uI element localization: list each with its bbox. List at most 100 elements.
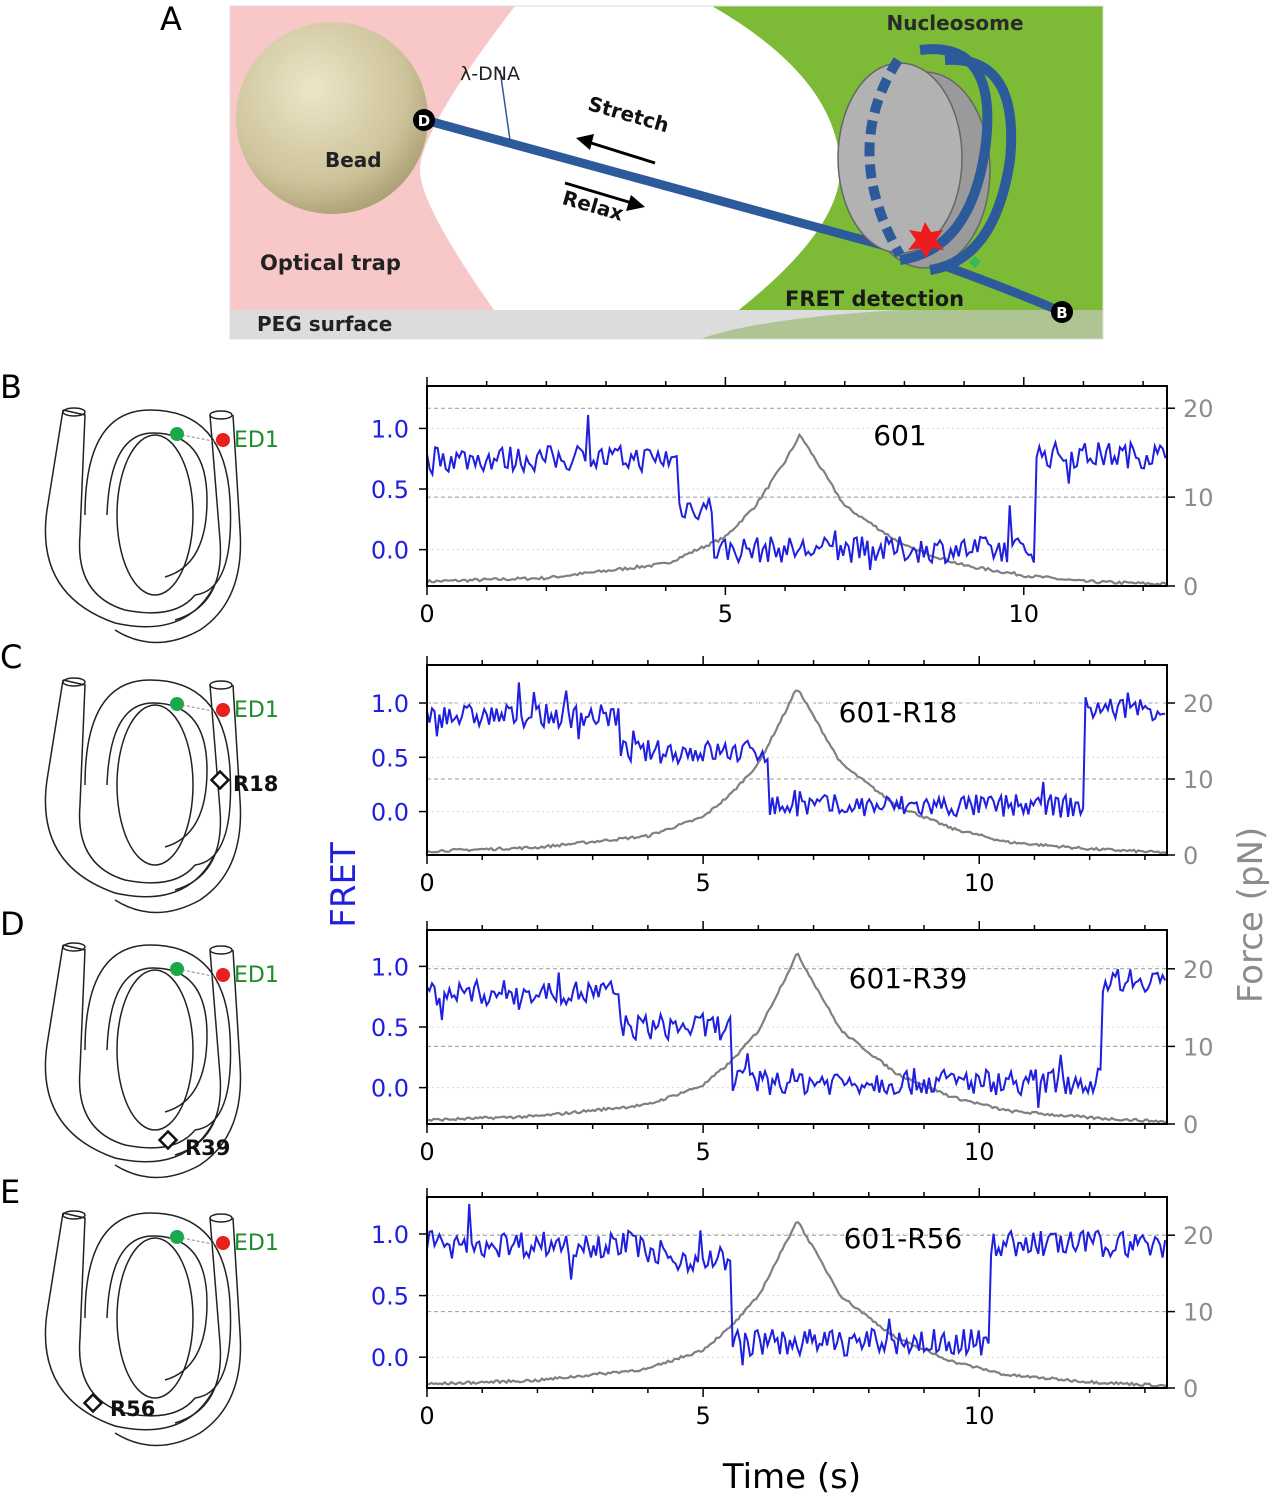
lambda-dna-label: λ-DNA: [460, 63, 520, 85]
dna-tube-right: [174, 414, 222, 621]
x-axis-label: Time (s): [722, 1457, 861, 1497]
dna-tube-right-edge: [114, 949, 242, 1179]
red-dot-icon: [216, 968, 230, 982]
x-tick-label: 5: [695, 1402, 710, 1430]
y-left-tick-label: 0.5: [371, 1283, 409, 1311]
dna-outer-loop: [84, 1212, 232, 1399]
dna-tube-right-edge: [114, 1217, 242, 1447]
y-left-tick-label: 0.5: [371, 1014, 409, 1042]
tube-end-right: [209, 680, 233, 690]
red-dot-icon: [216, 703, 230, 717]
dna-tube-right-edge: [114, 414, 242, 644]
peg-surface: [230, 310, 1103, 339]
wrap-diagram: ED1 R56: [44, 1210, 279, 1447]
y-left-tick-label: 0.0: [371, 799, 409, 827]
y-left-tick-label: 1.0: [371, 1221, 409, 1249]
site-label: R18: [233, 772, 278, 796]
nucleosome-label: Nucleosome: [886, 11, 1023, 35]
dna-tube-outer: [62, 679, 196, 884]
x-tick-label: 5: [695, 1138, 710, 1166]
peg-surface-label: PEG surface: [257, 312, 392, 336]
site-label: R39: [185, 1136, 230, 1160]
force-trace: [426, 952, 1168, 1124]
tube-end-right: [209, 410, 233, 420]
dna-tube-outer-edge: [44, 409, 218, 628]
dna-inner-loop: [106, 967, 208, 1113]
tube-end-left: [62, 677, 86, 687]
optical-trap-label: Optical trap: [260, 251, 401, 275]
dna-inner-loop: [106, 702, 208, 848]
green-dot-icon: [170, 697, 184, 711]
b-marker: [1051, 301, 1073, 323]
y-right-tick-label: 10: [1183, 1299, 1214, 1327]
x-tick-label: 10: [964, 869, 995, 897]
tube-end-left: [62, 942, 86, 952]
chart-title: 601-R56: [844, 1222, 963, 1255]
y-left-axis-label: FRET: [324, 842, 364, 928]
red-dot-icon: [216, 1236, 230, 1250]
x-tick-label: 5: [695, 869, 710, 897]
fret-trace: [426, 1203, 1167, 1366]
dna-tube-outer: [62, 409, 196, 614]
x-tick-label: 0: [419, 869, 434, 897]
y-right-axis-label: Force (pN): [1231, 827, 1271, 1003]
nucleosome-front-disc: [837, 62, 963, 254]
bead-icon: [236, 22, 428, 214]
chart-panel: 0 5 10 0.0 0.5 1.0 0 10 20 601-R39: [371, 921, 1214, 1166]
d-marker: [413, 109, 435, 131]
bead-label: Bead: [325, 148, 382, 172]
y-left-tick-label: 0.0: [371, 1075, 409, 1103]
chart-title: 601: [873, 419, 926, 452]
dna-tube-right: [174, 949, 222, 1156]
x-tick-label: 0: [419, 600, 434, 628]
histone-core-outline: [116, 1237, 194, 1399]
y-left-tick-label: 1.0: [371, 690, 409, 718]
fret-trace: [426, 968, 1167, 1108]
dna-inner-loop: [106, 1235, 208, 1381]
site-label: R56: [110, 1397, 155, 1421]
green-dot-icon: [170, 427, 184, 441]
y-right-tick-label: 10: [1183, 766, 1214, 794]
plot-frame: [426, 1196, 1168, 1389]
donor-star-icon: [969, 256, 981, 268]
panel-letter-b: B: [0, 368, 22, 406]
chart-title: 601-R18: [839, 696, 958, 729]
panel-letter-e: E: [0, 1173, 20, 1211]
fret-detection-label: FRET detection: [785, 287, 964, 311]
chart-title: 601-R39: [849, 962, 968, 995]
y-right-tick-label: 0: [1183, 842, 1198, 870]
diamond-marker-icon: [157, 1129, 179, 1151]
chart-panel: 0 5 10 0.0 0.5 1.0 0 10 20 601: [371, 377, 1214, 628]
y-left-tick-label: 0.5: [371, 744, 409, 772]
dna-tube-right-edge: [114, 684, 242, 914]
tube-end-right: [209, 945, 233, 955]
plot-frame: [426, 664, 1168, 856]
ed-label: ED1: [234, 698, 279, 723]
histone-core-outline: [116, 969, 194, 1131]
dna-tube-outer: [62, 1212, 196, 1417]
panel-letter-c: C: [0, 638, 22, 676]
tube-end-right: [209, 1213, 233, 1223]
dna-inner-loop: [106, 432, 208, 578]
ed-label: ED1: [234, 428, 279, 453]
histone-core-outline: [116, 434, 194, 596]
panel-a: A: [160, 0, 1104, 340]
y-right-tick-label: 20: [1183, 956, 1214, 984]
diamond-marker-icon: [82, 1392, 104, 1414]
histone-core-outline: [116, 704, 194, 866]
panel-letter-d: D: [0, 905, 25, 943]
x-tick-label: 10: [964, 1402, 995, 1430]
y-left-tick-label: 0.0: [371, 537, 409, 565]
acceptor-burst-icon: [908, 222, 944, 258]
d-marker-label: D: [418, 112, 430, 130]
panel-letter-a: A: [160, 0, 182, 38]
force-trace: [427, 689, 1168, 855]
y-right-tick-label: 10: [1183, 1033, 1214, 1061]
y-right-tick-label: 10: [1183, 484, 1214, 512]
x-tick-label: 10: [964, 1138, 995, 1166]
tube-end-left: [62, 407, 86, 417]
dna-tube-right: [174, 684, 222, 891]
ed-label: ED1: [234, 1231, 279, 1256]
chart-panel: 0 5 10 0.0 0.5 1.0 0 10 20 601-R56: [371, 1188, 1214, 1430]
green-dot-icon: [170, 1230, 184, 1244]
